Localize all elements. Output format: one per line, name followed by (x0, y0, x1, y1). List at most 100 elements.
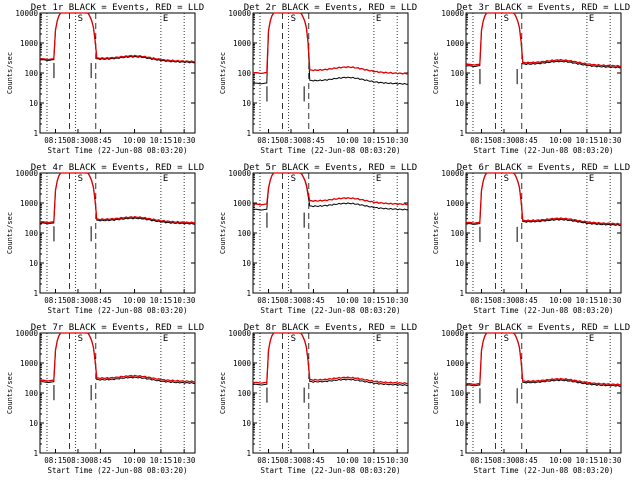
plot-frame (252, 172, 409, 294)
start-marker-letter: S (504, 174, 509, 184)
y-tick-label: 10000 (228, 329, 251, 338)
start-marker-letter: S (291, 334, 296, 344)
x-tick-label: 08:30 (67, 456, 90, 465)
y-tick-label: 100 (24, 69, 38, 78)
x-tick-label: 10:30 (386, 136, 409, 145)
end-marker-letter: E (163, 334, 168, 344)
end-marker-letter: E (589, 334, 594, 344)
x-tick-label: 08:45 (515, 456, 538, 465)
x-tick-label: 08:15 (257, 296, 280, 305)
x-tick-label: 10:15 (363, 456, 386, 465)
lld-series-line (252, 12, 408, 75)
detector-panel: Det 3r BLACK = Events, RED = LLD 1 10 100 10… (432, 3, 630, 155)
detector-panel: Det 9r BLACK = Events, RED = LLD 1 10 100 10… (432, 323, 630, 475)
x-tick-label: 10:00 (123, 456, 146, 465)
y-tick-label: 1 (33, 449, 38, 458)
y-axis-label: Counts/sec (219, 372, 227, 414)
y-tick-label: 10 (29, 419, 39, 428)
y-axis-label: Counts/sec (432, 52, 440, 94)
events-series-line (39, 332, 195, 384)
y-tick-label: 1 (459, 129, 464, 138)
x-tick-label: 10:15 (150, 296, 173, 305)
detector-panel: Det 6r BLACK = Events, RED = LLD 1 10 100 10… (432, 163, 630, 315)
x-tick-label: 10:00 (549, 136, 572, 145)
events-series-line (465, 12, 621, 69)
events-series-line (39, 12, 195, 64)
lld-series-line (465, 172, 622, 225)
y-tick-label: 10 (455, 259, 465, 268)
events-series-line (465, 332, 621, 387)
y-tick-label: 100 (450, 69, 464, 78)
y-tick-label: 1 (33, 129, 38, 138)
start-marker-letter: S (291, 174, 296, 184)
x-tick-label: 10:15 (576, 456, 599, 465)
x-tick-label: 08:15 (470, 456, 493, 465)
start-marker-letter: S (78, 334, 83, 344)
y-tick-label: 1000 (446, 359, 465, 368)
lld-series-line (39, 332, 195, 383)
y-tick-label: 10 (242, 259, 252, 268)
detector-panel: Det 8r BLACK = Events, RED = LLD 1 10 100 10… (219, 323, 417, 475)
x-tick-label: 10:00 (336, 296, 359, 305)
start-marker-letter: S (291, 14, 296, 24)
y-axis-label: Counts/sec (6, 212, 14, 254)
x-tick-label: 08:30 (493, 296, 516, 305)
end-marker-letter: E (589, 14, 594, 24)
panel-title: Det 4r BLACK = Events, RED = LLD (31, 163, 204, 173)
lld-series-line (39, 12, 195, 63)
y-tick-label: 100 (237, 69, 251, 78)
y-axis-label: Counts/sec (432, 212, 440, 254)
lld-series-line (252, 172, 409, 206)
y-tick-label: 1000 (233, 39, 252, 48)
x-tick-label: 10:30 (173, 296, 196, 305)
y-tick-label: 100 (24, 229, 38, 238)
panel-title: Det 5r BLACK = Events, RED = LLD (244, 163, 417, 173)
events-series-line (39, 172, 195, 225)
y-tick-label: 10000 (15, 9, 38, 18)
detector-panel: Det 7r BLACK = Events, RED = LLD 1 10 100 10… (6, 323, 204, 475)
y-axis-label: Counts/sec (6, 52, 14, 94)
x-tick-label: 10:15 (150, 136, 173, 145)
x-tick-label: 08:30 (280, 136, 303, 145)
end-marker-letter: E (163, 14, 168, 24)
plot-frame (465, 332, 622, 454)
detector-panel: Det 2r BLACK = Events, RED = LLD 1 10 100 10… (219, 3, 417, 155)
x-tick-label: 10:15 (150, 456, 173, 465)
plot-frame (39, 12, 196, 134)
y-tick-label: 10 (455, 419, 465, 428)
x-tick-label: 10:00 (549, 456, 572, 465)
x-axis-label: Start Time (22-Jun-08 08:03:20) (48, 146, 188, 155)
x-tick-label: 10:15 (576, 296, 599, 305)
x-tick-label: 08:30 (67, 296, 90, 305)
y-tick-label: 1 (246, 129, 251, 138)
x-tick-label: 08:30 (280, 296, 303, 305)
y-tick-label: 10000 (228, 9, 251, 18)
lld-series-line (39, 172, 195, 224)
x-tick-label: 08:30 (493, 456, 516, 465)
x-tick-label: 10:15 (363, 136, 386, 145)
y-axis-label: Counts/sec (219, 52, 227, 94)
x-axis-label: Start Time (22-Jun-08 08:03:20) (48, 466, 188, 475)
plot-frame (39, 172, 196, 294)
x-axis-label: Start Time (22-Jun-08 08:03:20) (474, 146, 614, 155)
x-tick-label: 08:45 (515, 136, 538, 145)
x-tick-label: 08:45 (302, 136, 325, 145)
y-tick-label: 10000 (441, 329, 464, 338)
start-marker-letter: S (504, 334, 509, 344)
end-marker-letter: E (376, 14, 381, 24)
x-tick-label: 08:15 (44, 296, 67, 305)
plot-frame (465, 12, 622, 134)
x-tick-label: 10:30 (386, 296, 409, 305)
x-tick-label: 08:15 (44, 456, 67, 465)
x-tick-label: 10:30 (599, 136, 622, 145)
x-tick-label: 08:15 (44, 136, 67, 145)
events-series-line (465, 172, 621, 226)
events-series-line (252, 12, 409, 85)
y-tick-label: 100 (24, 389, 38, 398)
x-tick-label: 10:30 (599, 456, 622, 465)
y-tick-label: 10 (242, 419, 252, 428)
lld-series-line (465, 12, 621, 67)
start-marker-letter: S (78, 174, 83, 184)
y-tick-label: 10 (455, 99, 465, 108)
y-tick-label: 1000 (20, 359, 39, 368)
